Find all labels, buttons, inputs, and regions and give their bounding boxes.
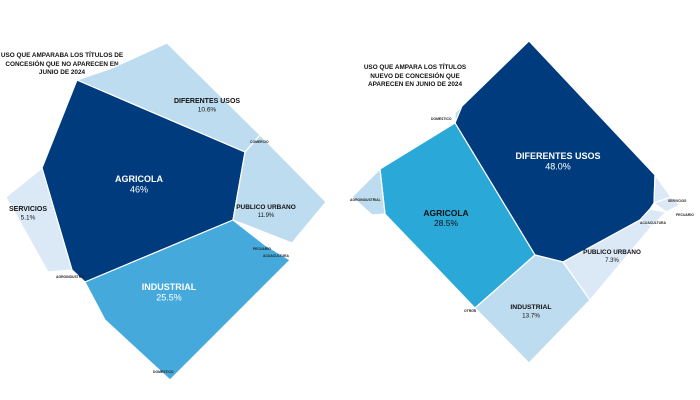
chart2-cell-pecuario [653,196,681,213]
chart2-agricola-label: AGRICOLA [423,208,468,218]
chart2-minor-label-agroindustrial: AGROINDUSTRIAL [350,198,381,202]
chart1-cell-diferentes-usos [76,42,261,153]
right-chart-title: USO QUE AMPARA LOS TÍTULOS NUEVO DE CONC… [363,64,467,89]
chart1-publico-urbano-label: PUBLICO URBANO [236,204,296,211]
chart2-industrial-value: 13.7% [522,312,540,319]
chart2-industrial-label: INDUSTRIAL [510,304,551,311]
chart2-minor-label-acuacultura: ACUACULTURA [640,221,666,225]
chart1-cell-publico-urbano [232,134,327,244]
chart1-diferentes-usos-value: 10.6% [198,107,217,114]
chart2-cell-agroindustrial [351,168,386,216]
chart2-minor-label-servicios: SERVICIOS [668,199,687,203]
chart2-minor-label-pecuario: PECUARIO [676,213,694,217]
chart1-publico-urbano-value: 11.9% [258,213,275,219]
chart1-industrial-value: 25.5% [156,293,182,303]
chart1-agricola-value: 46% [130,185,148,195]
chart2-cell-otros [469,307,479,314]
left-chart-title: USO QUE AMPARABA LOS TÍTULOS DE CONCESIÓ… [0,52,124,77]
chart1-minor-label-pecuario: PECUARIO [253,247,271,251]
chart2-diferentes-usos-value: 48.0% [545,162,571,172]
chart2-publico-urbano-value: 7.3% [605,258,619,264]
chart1-servicios-value: 5.1% [21,215,36,222]
chart2-cell-industrial [474,254,591,364]
chart2-diferentes-usos-label: DIFERENTES USOS [515,151,600,161]
chart2-publico-urbano-label: PUBLICO URBANO [583,249,641,256]
chart1-cell-servicios [5,167,73,273]
chart2-minor-label-domestico: DOMESTICO [431,117,452,121]
chart2-agricola-value: 28.5% [434,218,459,228]
chart2-minor-label-otros: OTROS [464,309,477,313]
chart2-cell-acuacultura [639,208,667,227]
chart1-servicios-label: SERVICIOS [9,206,47,213]
chart1-minor-label-comercio: COMERCIO [250,140,269,144]
chart1-minor-label-agroindustria: AGROINDUSTRIA [56,275,85,279]
chart1-diferentes-usos-label: DIFERENTES USOS [174,98,240,105]
chart1-agricola-label: AGRICOLA [115,174,163,184]
chart1-minor-label-domestico: DOMESTICO [153,370,174,374]
chart1-industrial-label: INDUSTRIAL [142,282,197,292]
chart1-minor-label-acuacultura: ACUACULTURA [263,254,289,258]
chart2-cell-domestico [454,105,463,124]
